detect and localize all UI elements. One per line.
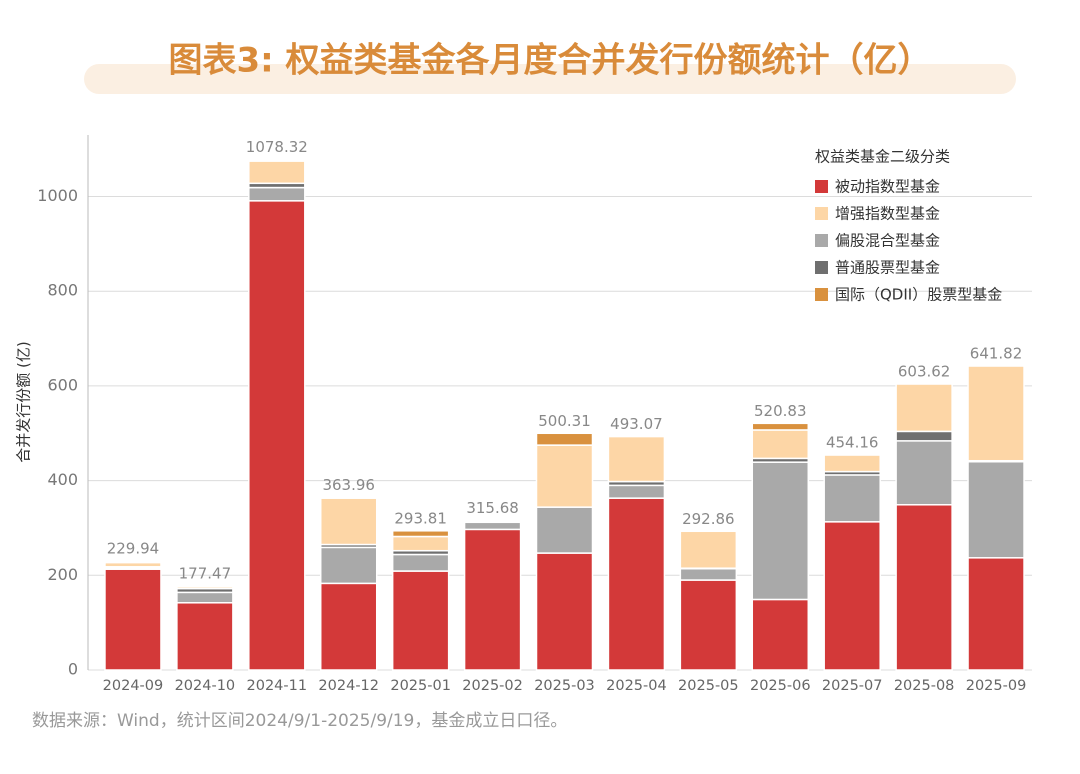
bar-segment — [321, 498, 377, 544]
total-label: 229.94 — [107, 540, 160, 558]
bar-segment — [968, 462, 1024, 558]
total-label: 493.07 — [610, 415, 663, 433]
y-tick-label: 400 — [47, 470, 78, 489]
x-tick-label: 2025-03 — [534, 678, 595, 694]
bar-segment — [393, 531, 449, 537]
y-tick-label: 600 — [47, 375, 78, 394]
bar-segment — [249, 161, 305, 183]
total-label: 315.68 — [466, 499, 519, 517]
x-tick-label: 2025-07 — [822, 678, 883, 694]
bar-segment — [177, 603, 233, 670]
bar-segment — [608, 437, 664, 482]
bar-segment — [680, 531, 736, 568]
legend-label: 国际（QDII）股票型基金 — [835, 286, 1002, 304]
total-label: 293.81 — [394, 509, 447, 527]
bar-segment — [465, 522, 521, 529]
legend-label: 被动指数型基金 — [835, 178, 940, 196]
y-tick-label: 1000 — [37, 186, 78, 205]
bar-segment — [321, 547, 377, 583]
y-axis-label: 合并发行份额 (亿) — [15, 341, 33, 462]
bar-segment — [896, 441, 952, 505]
legend-title: 权益类基金二级分类 — [815, 148, 950, 166]
total-label: 363.96 — [322, 476, 375, 494]
bar-segment — [105, 569, 161, 670]
total-label: 454.16 — [826, 434, 879, 452]
bar-segment — [393, 571, 449, 670]
bar-segment — [249, 188, 305, 201]
legend-swatch — [815, 261, 828, 274]
bar-segment — [465, 529, 521, 670]
bar-segment — [608, 498, 664, 670]
legend-label: 普通股票型基金 — [835, 259, 940, 277]
bar-segment — [680, 569, 736, 580]
x-tick-label: 2025-05 — [678, 678, 739, 694]
bar-segment — [321, 583, 377, 670]
bar-segment — [824, 522, 880, 670]
bar-segment — [824, 475, 880, 522]
y-tick-label: 0 — [68, 660, 78, 679]
x-tick-label: 2025-06 — [750, 678, 811, 694]
x-tick-label: 2025-08 — [894, 678, 955, 694]
legend-swatch — [815, 288, 828, 301]
legend-label: 偏股混合型基金 — [835, 232, 940, 250]
total-label: 1078.32 — [246, 138, 308, 156]
bar-segment — [968, 366, 1024, 461]
bar-segment — [896, 384, 952, 431]
y-tick-label: 200 — [47, 565, 78, 584]
total-label: 603.62 — [898, 363, 951, 381]
bar-segment — [752, 423, 808, 430]
chart-title: 图表3: 权益类基金各月度合并发行份额统计（亿） — [168, 41, 931, 81]
x-tick-label: 2025-02 — [462, 678, 523, 694]
bar-segment — [824, 455, 880, 472]
legend-swatch — [815, 234, 828, 247]
bar-segment — [537, 433, 593, 445]
x-tick-label: 2024-10 — [175, 678, 236, 694]
bar-segment — [393, 554, 449, 571]
x-tick-label: 2024-11 — [247, 678, 308, 694]
bar-segment — [537, 507, 593, 553]
bar-segment — [896, 431, 952, 440]
bar-segment — [608, 485, 664, 498]
x-tick-label: 2024-09 — [103, 678, 164, 694]
bar-segment — [537, 445, 593, 507]
bar-segment — [680, 580, 736, 670]
bar-segment — [537, 553, 593, 670]
legend-label: 增强指数型基金 — [835, 205, 940, 223]
total-label: 520.83 — [754, 402, 807, 420]
bar-segment — [752, 462, 808, 599]
x-tick-label: 2025-01 — [390, 678, 451, 694]
bar-segment — [896, 505, 952, 670]
y-tick-label: 800 — [47, 281, 78, 300]
total-label: 177.47 — [179, 565, 232, 583]
source-note: 数据来源：Wind，统计区间2024/9/1-2025/9/19，基金成立日口径… — [32, 711, 567, 731]
bar-segment — [393, 536, 449, 550]
bar-segment — [249, 201, 305, 670]
x-tick-label: 2025-04 — [606, 678, 667, 694]
bar-segment — [177, 592, 233, 602]
total-label: 641.82 — [970, 345, 1023, 363]
bar-segment — [752, 599, 808, 670]
total-label: 292.86 — [682, 510, 735, 528]
bar-segment — [105, 561, 161, 562]
x-tick-label: 2025-09 — [966, 678, 1027, 694]
bar-segment — [752, 430, 808, 458]
legend-swatch — [815, 207, 828, 220]
bar-segment — [249, 160, 305, 161]
legend-swatch — [815, 180, 828, 193]
total-label: 500.31 — [538, 412, 591, 430]
bar-segment — [968, 558, 1024, 670]
x-tick-label: 2024-12 — [318, 678, 379, 694]
